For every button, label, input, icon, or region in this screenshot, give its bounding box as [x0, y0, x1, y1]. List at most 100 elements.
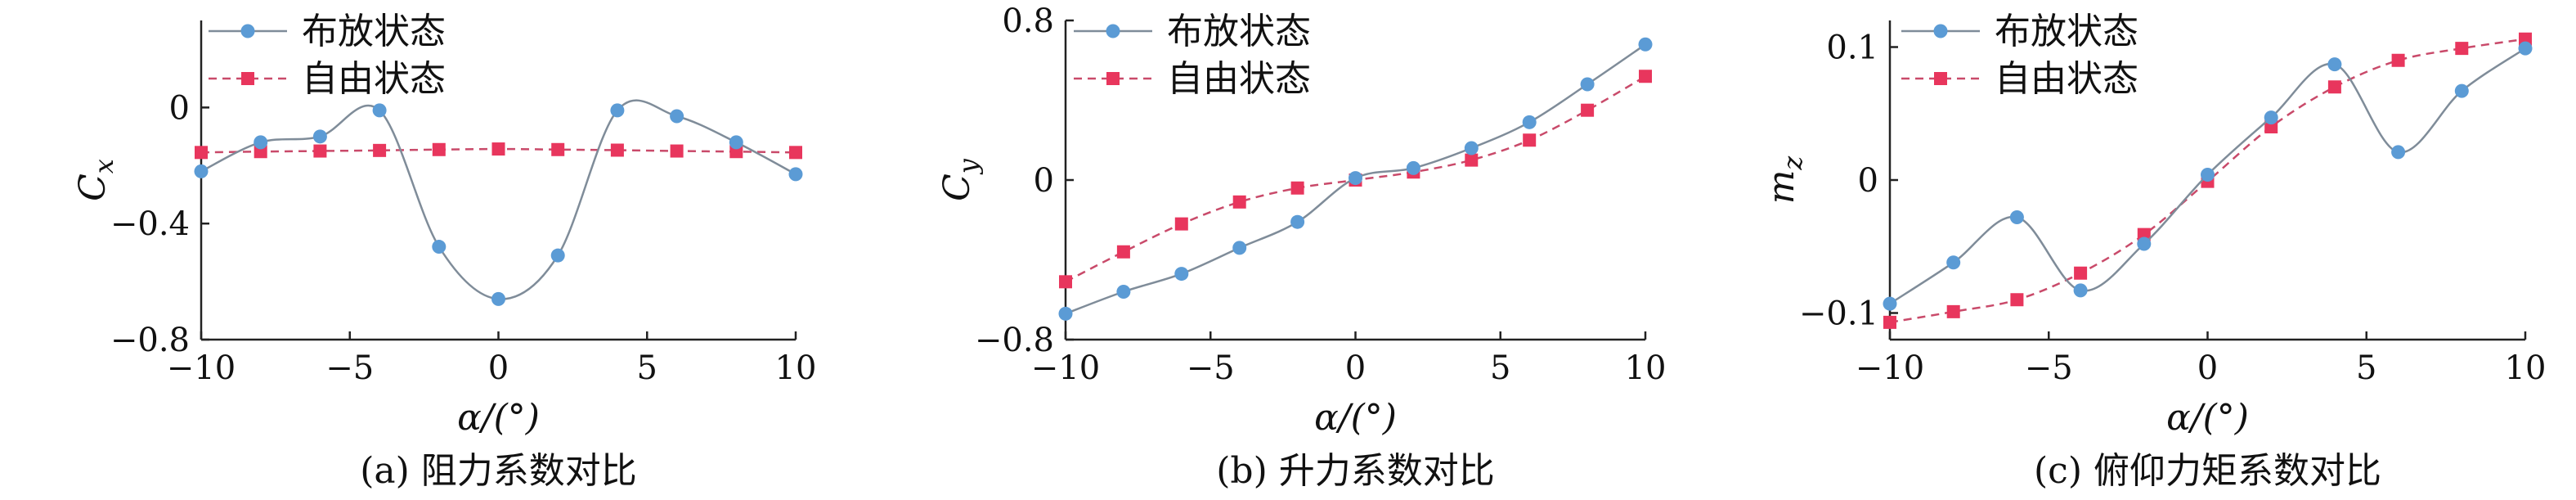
- chart-panel-b: −10 −5 0 5 10 0.8 0 −0.8 Cy α/(°) (b) 升力系数对比 布放状态自由…: [936, 2, 1666, 492]
- legend-label: 布放状态: [1995, 11, 2138, 52]
- data-point: [1116, 245, 1130, 259]
- data-point: [432, 240, 447, 255]
- x-tick-label: 5: [2356, 349, 2376, 387]
- y-tick-label: 0: [169, 89, 190, 127]
- data-point: [2327, 80, 2341, 94]
- data-point: [610, 143, 624, 157]
- legend-label: 自由状态: [302, 58, 446, 100]
- y-axis-label-main: m: [1761, 170, 1802, 205]
- legend-entry: 布放状态: [1074, 11, 1311, 52]
- legend-label: 布放状态: [302, 11, 446, 52]
- x-tick-label: −5: [2025, 349, 2073, 387]
- data-point: [2454, 83, 2469, 98]
- data-point: [312, 129, 327, 144]
- data-point: [610, 103, 625, 118]
- data-point: [729, 135, 743, 150]
- data-point: [1883, 315, 1896, 329]
- data-point: [432, 142, 446, 156]
- y-axis-label: mz: [1761, 155, 1808, 205]
- data-point: [1946, 304, 1960, 318]
- data-point: [670, 109, 684, 124]
- data-point: [313, 144, 327, 158]
- panel-caption: (b) 升力系数对比: [1216, 450, 1494, 492]
- series-line: [200, 99, 797, 300]
- data-point: [1465, 153, 1479, 167]
- data-point: [788, 167, 803, 182]
- panel-caption: (c) 俯仰力矩系数对比: [2034, 450, 2381, 492]
- data-point: [195, 146, 208, 160]
- x-tick-label: 10: [1625, 349, 1667, 387]
- y-axis-label: Cy: [936, 158, 984, 201]
- panel-caption: (a) 阻力系数对比: [360, 450, 637, 492]
- data-point: [1523, 133, 1537, 147]
- legend-entry: 布放状态: [209, 11, 446, 52]
- data-point: [2455, 42, 2469, 56]
- data-point: [670, 144, 684, 158]
- data-point: [1290, 214, 1305, 229]
- data-point: [551, 142, 565, 156]
- x-tick-label: 10: [2505, 349, 2547, 387]
- y-tick-label: 0: [1034, 162, 1054, 200]
- legend-marker: [241, 72, 254, 85]
- x-tick-label: 0: [2197, 349, 2218, 387]
- legend-entry: 布放状态: [1901, 11, 2138, 52]
- y-axis-label: Cx: [72, 159, 119, 201]
- data-point: [1638, 37, 1653, 52]
- x-tick-label: 0: [1345, 349, 1366, 387]
- y-axis-label-sub: z: [1777, 155, 1808, 171]
- data-point: [2010, 293, 2024, 307]
- x-axis-label: α/(°): [1314, 397, 1397, 439]
- data-point: [2391, 53, 2405, 67]
- y-tick-label: −0.4: [110, 205, 190, 243]
- x-tick-label: 5: [637, 349, 657, 387]
- y-tick-label: −0.8: [110, 322, 190, 359]
- x-tick-label: −10: [167, 349, 236, 387]
- legend-marker: [1106, 24, 1120, 38]
- series-deployed: [194, 99, 803, 306]
- series-deployed: [1883, 41, 2533, 311]
- data-point: [194, 164, 209, 178]
- data-point: [1406, 160, 1420, 175]
- y-tick-label: 0: [1858, 162, 1878, 200]
- data-point: [2327, 57, 2342, 72]
- data-point: [1232, 241, 1247, 255]
- data-point: [2264, 110, 2278, 125]
- chart-panel-c: −10 −5 0 5 10 0.1 0 −0.1 mz α/(°) (c) 俯仰力矩系数对比 布放状态…: [1761, 11, 2546, 492]
- data-point: [2518, 41, 2533, 56]
- legend-label: 自由状态: [1167, 58, 1311, 100]
- x-axis-label: α/(°): [457, 397, 540, 439]
- data-point: [372, 103, 387, 118]
- y-tick-label: 0.8: [1002, 2, 1054, 40]
- data-point: [1580, 77, 1595, 92]
- y-axis-label-sub: y: [953, 158, 984, 175]
- data-point: [254, 135, 268, 150]
- y-tick-label: 0.1: [1826, 29, 1878, 67]
- data-point: [1883, 296, 1897, 311]
- legend-marker: [1106, 72, 1120, 85]
- data-point: [1946, 255, 1961, 270]
- data-point: [1349, 171, 1362, 186]
- data-point: [2137, 236, 2152, 251]
- legend-marker: [1933, 24, 1948, 38]
- data-point: [491, 291, 505, 306]
- x-tick-label: −5: [1187, 349, 1235, 387]
- legend-label: 自由状态: [1995, 58, 2138, 100]
- data-point: [1581, 103, 1595, 117]
- data-point: [1464, 141, 1479, 155]
- x-tick-label: 0: [488, 349, 509, 387]
- data-point: [2073, 283, 2088, 298]
- data-point: [491, 142, 505, 156]
- legend-label: 布放状态: [1167, 11, 1311, 52]
- data-point: [789, 146, 802, 160]
- legend-marker: [1934, 72, 1947, 85]
- y-axis-label-main: C: [72, 173, 114, 201]
- legend-entry: 自由状态: [209, 58, 446, 100]
- data-point: [1522, 115, 1537, 129]
- legend-marker: [240, 24, 255, 38]
- legend-entry: 自由状态: [1901, 58, 2138, 100]
- data-point: [2391, 145, 2406, 160]
- chart-panel-a: −10 −5 0 5 10 0 −0.4 −0.8 Cx α/(°) (a) 阻力系数对比 布放状态自…: [72, 11, 816, 492]
